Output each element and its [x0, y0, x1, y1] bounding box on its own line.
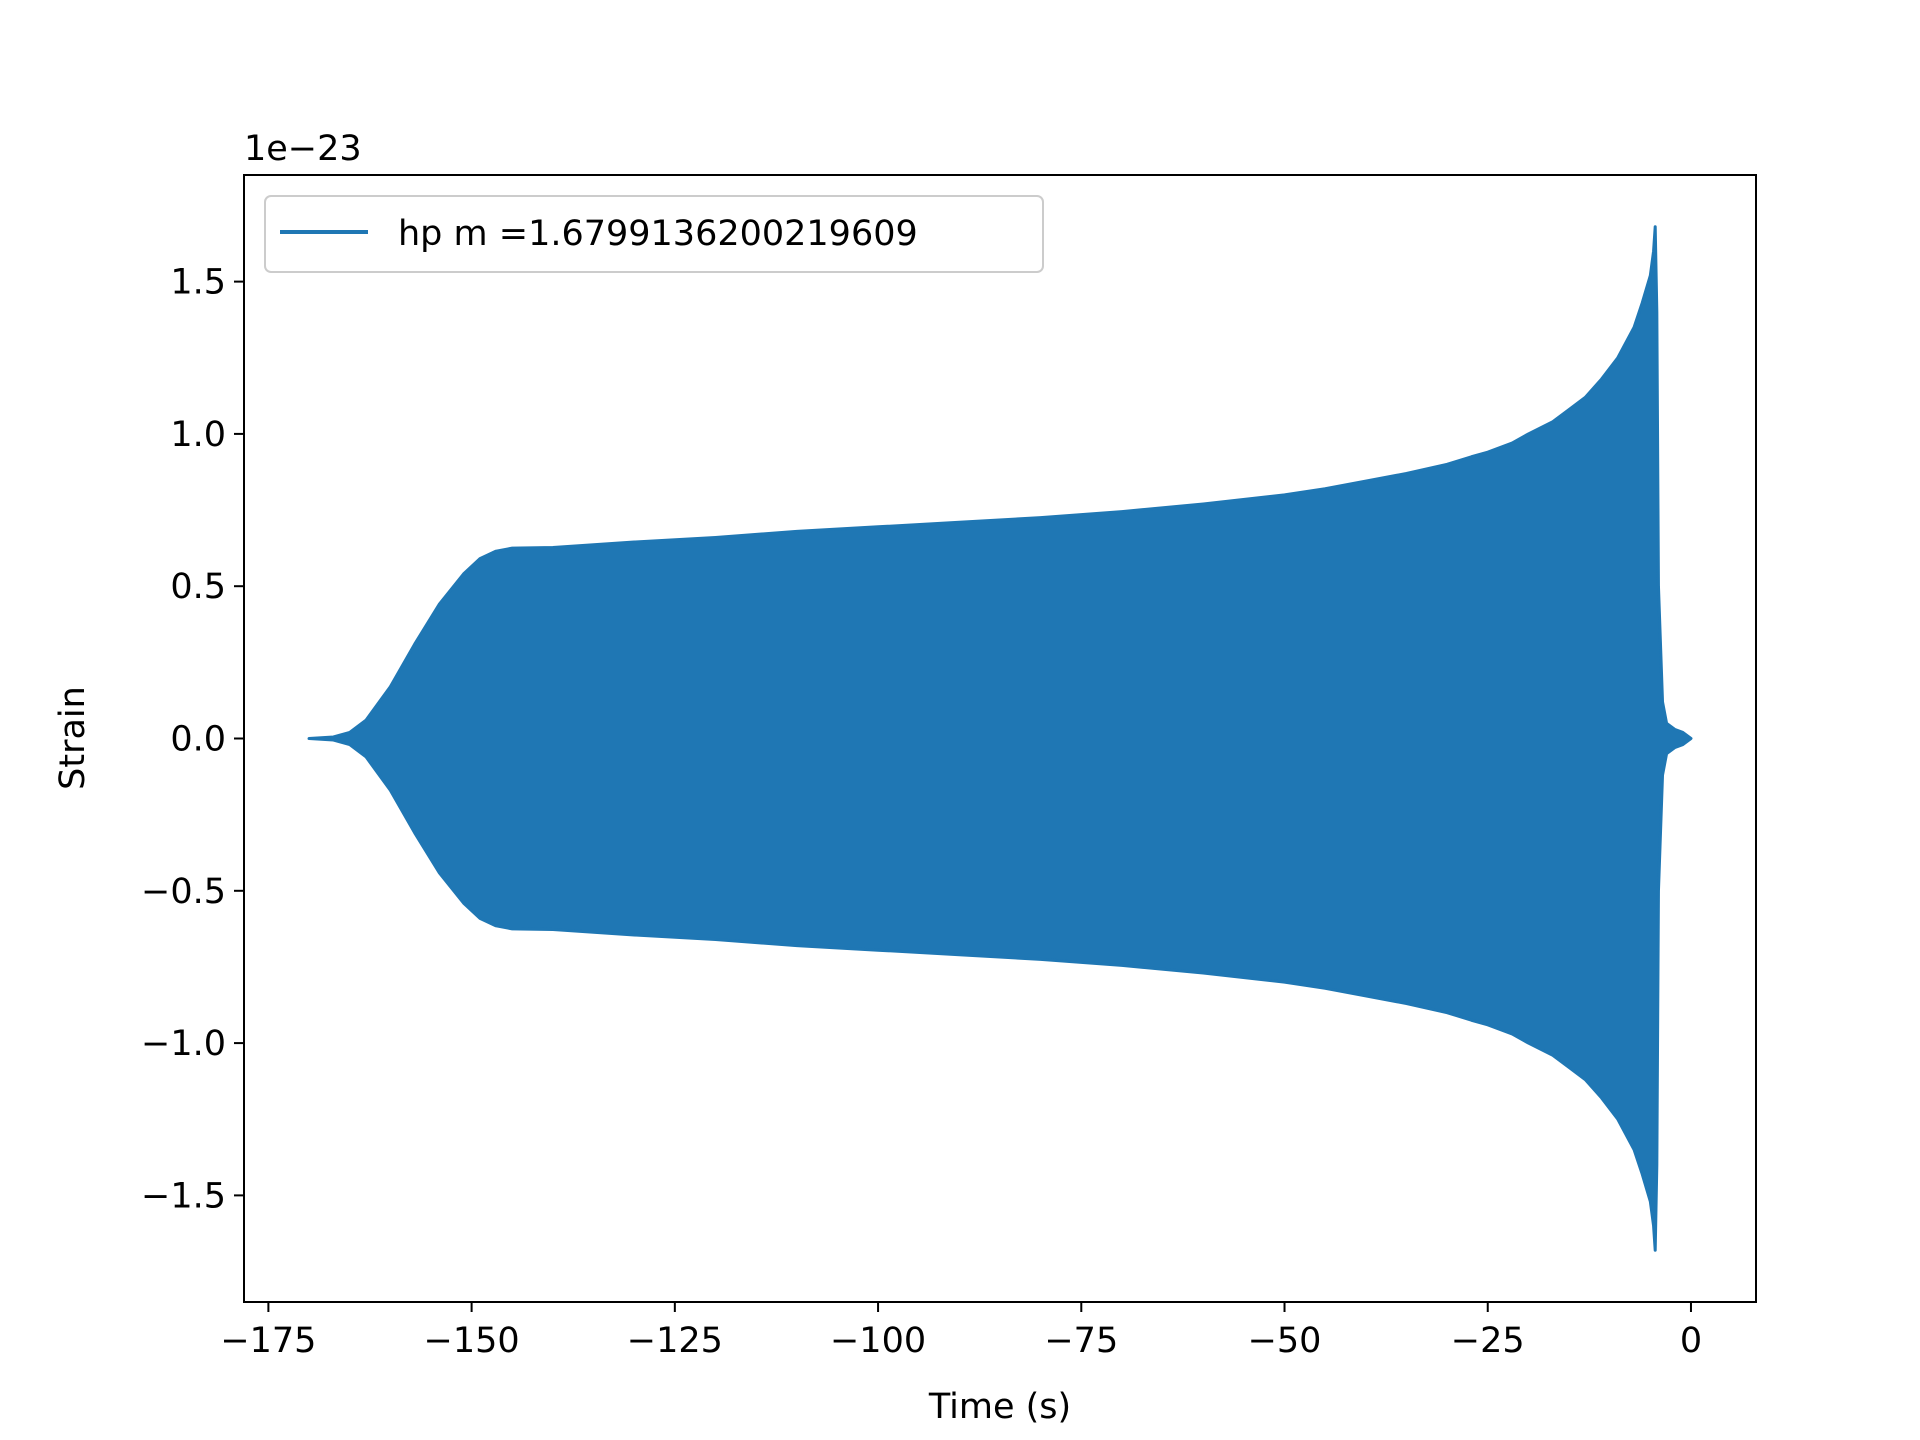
x-tick-label: −175	[220, 1321, 316, 1361]
y-tick-label: 0.0	[170, 720, 226, 760]
legend-label: hp m =1.6799136200219609	[398, 214, 918, 254]
y-tick-label: −1.0	[141, 1024, 226, 1064]
y-tick-label: −1.5	[141, 1176, 226, 1216]
series-hp-waveform	[307, 225, 1693, 1252]
y-tick-label: −0.5	[141, 872, 226, 912]
x-tick-label: −150	[424, 1321, 520, 1361]
x-tick-label: −100	[830, 1321, 926, 1361]
y-tick-label: 1.0	[170, 415, 226, 455]
legend: hp m =1.6799136200219609	[264, 195, 1044, 273]
y-axis-label: Strain	[53, 686, 93, 790]
y-tick-label: 0.5	[170, 567, 226, 607]
y-axis-ticks: −1.5 −1.0 −0.5 0.0 0.5 1.0 1.5	[141, 263, 244, 1216]
x-tick-label: −125	[627, 1321, 723, 1361]
x-tick-label: −75	[1044, 1321, 1118, 1361]
y-offset-label: 1e−23	[244, 129, 362, 169]
legend-box	[264, 195, 1044, 273]
y-tick-label: 1.5	[170, 263, 226, 303]
x-tick-label: −50	[1248, 1321, 1322, 1361]
plot-area	[307, 225, 1693, 1252]
x-tick-label: −25	[1451, 1321, 1525, 1361]
x-axis-ticks: −175 −150 −125 −100 −75 −50 −25 0	[220, 1302, 1702, 1361]
x-tick-label: 0	[1680, 1321, 1702, 1361]
x-axis-label: Time (s)	[928, 1387, 1071, 1427]
